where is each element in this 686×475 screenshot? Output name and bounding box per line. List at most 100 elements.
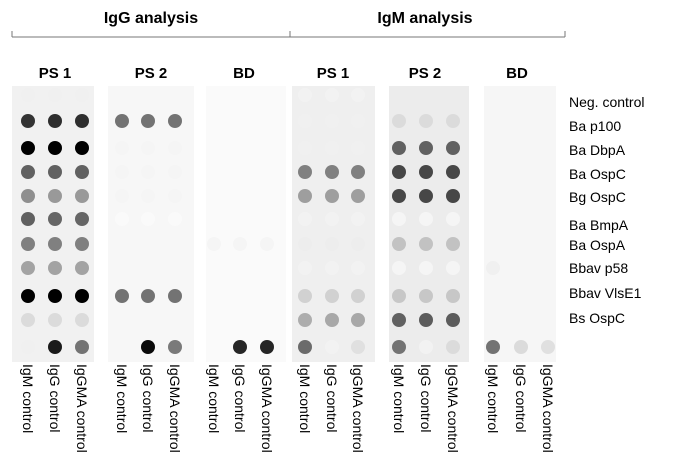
blot-dot	[298, 88, 312, 102]
blot-dot	[351, 114, 365, 128]
blot-dot	[392, 165, 406, 179]
blot-dot	[260, 340, 274, 354]
blot-dot	[48, 289, 62, 303]
blot-dot	[168, 141, 182, 155]
control-label: IgM control	[114, 364, 130, 433]
blot-dot	[115, 212, 129, 226]
blot-dot	[75, 289, 89, 303]
blot-dot	[351, 165, 365, 179]
blot-dot	[419, 313, 433, 327]
blot-dot	[351, 237, 365, 251]
blot-dot	[325, 189, 339, 203]
antigen-label: Ba p100	[569, 118, 621, 134]
control-label: IgGMA control	[74, 364, 90, 453]
group-title-igg: IgG analysis	[104, 10, 198, 27]
blot-dot	[514, 340, 528, 354]
antigen-label: Ba BmpA	[569, 217, 629, 233]
blot-dot	[168, 114, 182, 128]
blot-dot	[21, 114, 35, 128]
blot-dot	[233, 237, 247, 251]
blot-dot	[446, 237, 460, 251]
antigen-label: Bbav VlsE1	[569, 285, 642, 301]
blot-strip	[108, 86, 194, 362]
strip-label: PS 2	[409, 65, 442, 82]
control-label: IgM control	[20, 364, 36, 433]
group-header-igg: IgG analysis	[11, 10, 291, 38]
blot-dot	[325, 340, 339, 354]
blot-dot	[21, 189, 35, 203]
blot-dot	[419, 289, 433, 303]
blot-dot	[298, 289, 312, 303]
blot-dot	[48, 340, 62, 354]
strip-membrane	[206, 86, 286, 362]
blot-dot	[21, 88, 35, 102]
blot-dot	[75, 165, 89, 179]
blot-dot	[325, 165, 339, 179]
blot-dot	[325, 289, 339, 303]
blot-dot	[115, 114, 129, 128]
blot-dot	[446, 114, 460, 128]
blot-dot	[325, 141, 339, 155]
blot-dot	[446, 165, 460, 179]
blot-dot	[351, 189, 365, 203]
blot-dot	[446, 189, 460, 203]
blot-strip	[206, 86, 286, 362]
blot-dot	[75, 340, 89, 354]
blot-dot	[233, 340, 247, 354]
blot-dot	[298, 261, 312, 275]
blot-dot	[351, 289, 365, 303]
blot-strip	[12, 86, 94, 362]
blot-dot	[392, 261, 406, 275]
strip-label: BD	[233, 65, 255, 82]
blot-dot	[48, 313, 62, 327]
blot-dot	[115, 165, 129, 179]
blot-dot	[48, 165, 62, 179]
blot-dot	[446, 289, 460, 303]
control-label: IgG control	[47, 364, 63, 432]
blot-dot	[21, 261, 35, 275]
control-label: IgGMA control	[350, 364, 366, 453]
blot-dot	[298, 212, 312, 226]
blot-strip	[484, 86, 556, 362]
blot-dot	[419, 340, 433, 354]
blot-dot	[298, 189, 312, 203]
blot-dot	[75, 212, 89, 226]
blot-dot	[75, 313, 89, 327]
blot-dot	[419, 189, 433, 203]
blot-dot	[75, 189, 89, 203]
blot-dot	[168, 340, 182, 354]
control-label: IgM control	[391, 364, 407, 433]
blot-dot	[21, 237, 35, 251]
blot-dot	[48, 261, 62, 275]
blot-dot	[168, 289, 182, 303]
blot-dot	[115, 289, 129, 303]
blot-dot	[75, 114, 89, 128]
control-label: IgM control	[206, 364, 222, 433]
blot-dot	[351, 261, 365, 275]
blot-dot	[48, 212, 62, 226]
blot-dot	[21, 289, 35, 303]
blot-strips	[12, 86, 556, 362]
blot-dot	[48, 237, 62, 251]
blot-dot	[141, 165, 155, 179]
blot-dot	[21, 313, 35, 327]
strip-label: PS 1	[39, 65, 72, 82]
blot-dot	[419, 261, 433, 275]
antigen-label: Ba OspA	[569, 237, 626, 253]
blot-dot	[419, 212, 433, 226]
control-label: IgGMA control	[445, 364, 461, 453]
antigen-label: Neg. control	[569, 94, 644, 110]
blot-dot	[141, 289, 155, 303]
control-label: IgGMA control	[259, 364, 275, 453]
blot-dot	[351, 340, 365, 354]
blot-dot	[75, 261, 89, 275]
blot-dot	[21, 141, 35, 155]
control-label: IgG control	[324, 364, 340, 432]
blot-dot	[141, 114, 155, 128]
blot-dot	[207, 237, 221, 251]
blot-dot	[392, 212, 406, 226]
blot-dot	[260, 237, 274, 251]
blot-dot	[168, 212, 182, 226]
blot-dot	[351, 88, 365, 102]
antigen-label: Bs OspC	[569, 310, 625, 326]
